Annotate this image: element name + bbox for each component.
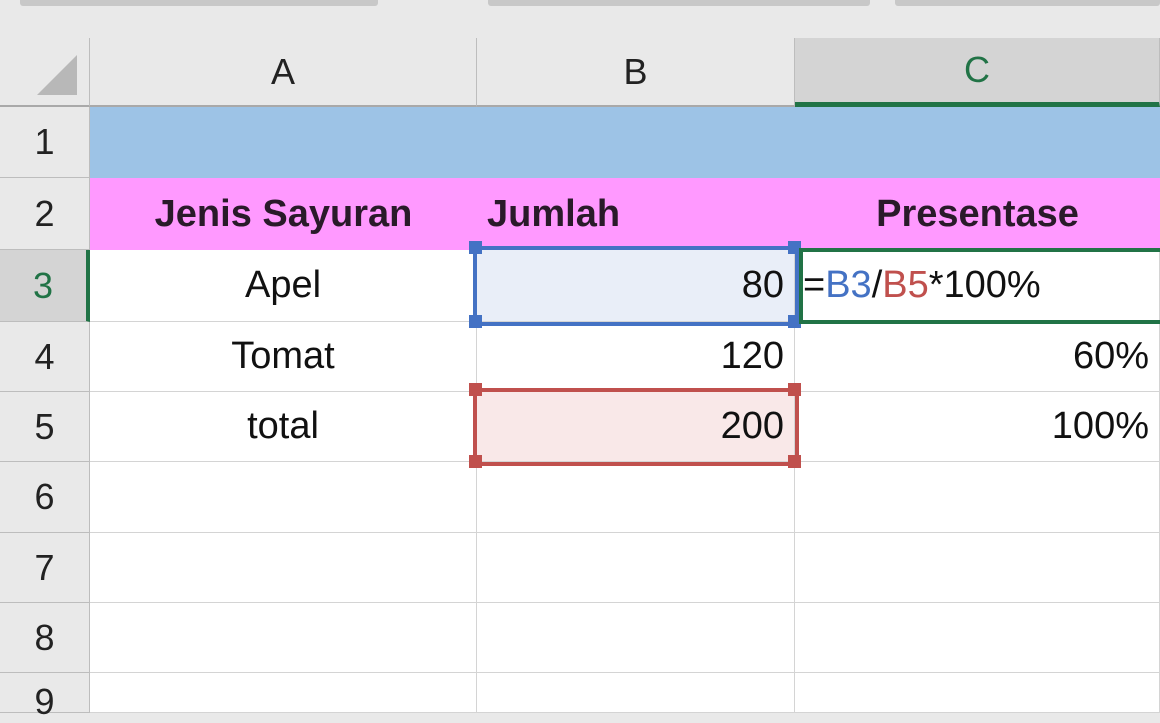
cell-c4[interactable]: 60%: [795, 322, 1160, 392]
cell-a8[interactable]: [90, 603, 477, 673]
cell-b3[interactable]: 80: [477, 250, 795, 322]
formula-rest: *100%: [928, 264, 1041, 306]
cell-c7[interactable]: [795, 533, 1160, 603]
column-header-c[interactable]: C: [795, 38, 1160, 107]
resize-handle[interactable]: [788, 315, 801, 328]
formula-ref-b5: B5: [882, 264, 929, 306]
resize-handle[interactable]: [469, 383, 482, 396]
row-header-4[interactable]: 4: [0, 322, 90, 392]
cell-c8[interactable]: [795, 603, 1160, 673]
resize-handle[interactable]: [469, 315, 482, 328]
cell-a3[interactable]: Apel: [90, 250, 477, 322]
cell-b7[interactable]: [477, 533, 795, 603]
cell-a7[interactable]: [90, 533, 477, 603]
resize-handle[interactable]: [788, 241, 801, 254]
reference-border-b3: [473, 246, 799, 326]
cell-c9[interactable]: [795, 673, 1160, 713]
cell-b9[interactable]: [477, 673, 795, 713]
cell-b4[interactable]: 120: [477, 322, 795, 392]
toolbar-control: [20, 0, 378, 6]
cell-b2[interactable]: Jumlah: [477, 178, 795, 250]
row-header-5[interactable]: 5: [0, 392, 90, 462]
row-header-2[interactable]: 2: [0, 178, 90, 250]
cell-c6[interactable]: [795, 462, 1160, 533]
resize-handle[interactable]: [469, 455, 482, 468]
reference-border-b5: [473, 388, 799, 466]
row-header-9[interactable]: 9: [0, 673, 90, 722]
row1-filled-cells[interactable]: [90, 107, 1160, 178]
cell-a6[interactable]: [90, 462, 477, 533]
active-cell-border: [799, 248, 1160, 324]
resize-handle[interactable]: [788, 383, 801, 396]
row-header-3[interactable]: 3: [0, 250, 90, 322]
toolbar-control: [488, 0, 870, 6]
row-header-7[interactable]: 7: [0, 533, 90, 603]
cell-b6[interactable]: [477, 462, 795, 533]
resize-handle[interactable]: [469, 241, 482, 254]
cell-a2[interactable]: Jenis Sayuran: [90, 178, 477, 250]
row-header-1[interactable]: 1: [0, 107, 90, 178]
column-header-a[interactable]: A: [90, 38, 477, 107]
formula-operator: /: [871, 264, 883, 306]
cell-c2[interactable]: Presentase: [795, 178, 1160, 250]
resize-handle[interactable]: [788, 455, 801, 468]
formula-equals: =: [803, 264, 826, 306]
cell-b5[interactable]: 200: [477, 392, 795, 462]
row-header-8[interactable]: 8: [0, 603, 90, 673]
row-header-6[interactable]: 6: [0, 462, 90, 533]
formula-ref-b3: B3: [825, 264, 872, 306]
cell-b8[interactable]: [477, 603, 795, 673]
cell-a4[interactable]: Tomat: [90, 322, 477, 392]
cell-a5[interactable]: total: [90, 392, 477, 462]
column-header-b[interactable]: B: [477, 38, 795, 107]
select-all-button[interactable]: [0, 38, 90, 107]
toolbar-control: [895, 0, 1160, 6]
cell-c5[interactable]: 100%: [795, 392, 1160, 462]
cell-a9[interactable]: [90, 673, 477, 713]
